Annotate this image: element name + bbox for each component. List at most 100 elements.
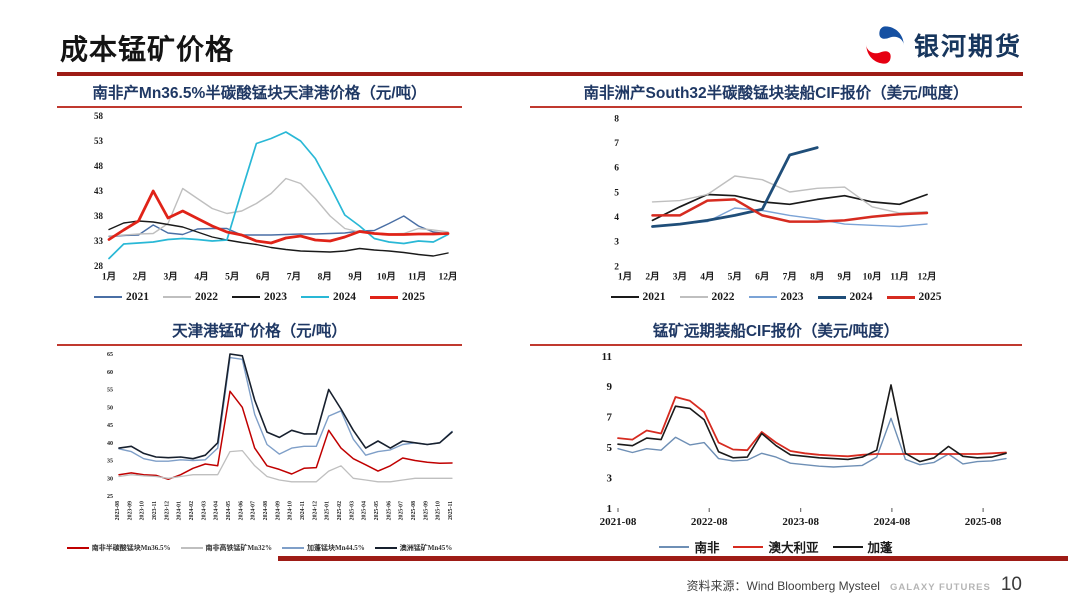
svg-text:3: 3 (607, 473, 613, 485)
chart-canvas-forward-cif: 1 3 5 7 9 11 2021-08 2022-08 2023-08 2024-08 2025-… (600, 351, 1007, 528)
svg-text:2024-11: 2024-11 (300, 501, 306, 520)
legend-label: 2024 (333, 291, 356, 303)
svg-text:3月: 3月 (163, 272, 177, 283)
legend-line-sample (180, 547, 203, 549)
svg-text:2023-08: 2023-08 (115, 501, 121, 520)
svg-text:2024-08: 2024-08 (874, 516, 911, 528)
legend-item: 2021 (94, 291, 149, 303)
chart-canvas-tianjin-mn365: 28 33 38 43 48 53 58 1月 2月 3月 4月 5月 6月 7月 8月 9月 10月 11月 12… (94, 111, 458, 283)
svg-text:4月: 4月 (700, 272, 714, 283)
svg-text:8: 8 (614, 114, 619, 124)
legend-line-sample (163, 296, 191, 298)
legend-item: 2022 (679, 291, 735, 303)
svg-text:12月: 12月 (438, 272, 457, 283)
bottom-accent-bar (278, 556, 1068, 561)
svg-text:2024-12: 2024-12 (312, 501, 318, 520)
svg-text:58: 58 (94, 111, 104, 121)
svg-text:45: 45 (107, 423, 113, 429)
svg-text:7: 7 (607, 412, 613, 424)
legend-item: 澳洲锰矿Mn45% (374, 543, 453, 553)
svg-text:2024-02: 2024-02 (189, 501, 195, 520)
legend-item: 2022 (163, 291, 218, 303)
legend-line-sample (748, 296, 777, 298)
svg-text:5: 5 (607, 442, 613, 454)
title-underline (530, 106, 1022, 108)
svg-text:2023-11: 2023-11 (152, 501, 158, 520)
chart-title: 天津港锰矿价格（元/吨） (172, 323, 347, 340)
svg-text:4: 4 (614, 213, 619, 223)
svg-text:2025-08: 2025-08 (965, 516, 1002, 528)
chart-canvas-south32-cif: 2 3 4 5 6 7 8 1月 2月 3月 4月 5月 6月 7月 8月 9月 10月 11月 12月 (614, 114, 936, 283)
svg-text:2: 2 (614, 262, 619, 272)
svg-text:7月: 7月 (287, 272, 301, 283)
svg-text:2023-08: 2023-08 (782, 516, 819, 528)
legend-item: 2023 (748, 291, 804, 303)
footer: 资料来源：Wind Bloomberg Mysteel GALAXY FUTUR… (687, 574, 1022, 596)
legend-item: 2024 (301, 291, 356, 303)
svg-text:3: 3 (614, 238, 619, 248)
svg-text:2024-03: 2024-03 (201, 501, 207, 520)
svg-text:2024-10: 2024-10 (288, 501, 294, 520)
svg-text:1月: 1月 (618, 272, 632, 283)
legend-line-sample (374, 547, 397, 549)
svg-text:2月: 2月 (133, 272, 147, 283)
svg-text:2023-10: 2023-10 (140, 501, 146, 520)
chart-panel-tianjin-ore-prices: 天津港锰矿价格（元/吨） 25 30 35 40 45 50 55 60 65 2023-08 20… (57, 322, 462, 556)
svg-text:60: 60 (107, 370, 113, 376)
page-number: 10 (1000, 574, 1022, 595)
legend-item: 南非 (659, 537, 719, 556)
svg-text:2024-07: 2024-07 (251, 501, 257, 520)
chart-panel-south32-cif: 南非洲产South32半碳酸锰块装船CIF报价（美元/吨度） 2 3 4 5 6 7 8 1月… (530, 84, 1022, 316)
legend-item: 2025 (370, 291, 425, 303)
svg-text:40: 40 (107, 441, 113, 447)
title-underline (57, 344, 462, 346)
legend-item: 南非半碳酸锰块Mn36.5% (66, 543, 171, 553)
legend-item: 2021 (610, 291, 666, 303)
legend-line-sample (370, 295, 398, 299)
legend-line-sample (679, 296, 708, 298)
title-underline (530, 344, 1022, 346)
svg-text:33: 33 (94, 236, 104, 246)
svg-text:28: 28 (94, 261, 104, 271)
svg-text:30: 30 (107, 476, 113, 482)
svg-text:1: 1 (607, 503, 613, 515)
svg-text:4月: 4月 (194, 272, 208, 283)
legend-item: 澳大利亚 (733, 537, 819, 556)
source-text: 资料来源：Wind Bloomberg Mysteel (686, 579, 880, 593)
brand-text: GALAXY FUTURES (889, 582, 991, 593)
svg-text:6月: 6月 (755, 272, 769, 283)
legend-item: 南非高铁锰矿Mn32% (180, 543, 272, 553)
legend-line-sample (659, 545, 690, 548)
legend-label: 2022 (711, 291, 735, 303)
legend-label: 2025 (402, 291, 425, 303)
legend-line-sample (66, 547, 89, 549)
legend-label: 2021 (126, 291, 149, 303)
svg-text:2024-06: 2024-06 (238, 501, 244, 520)
legend-label: 澳洲锰矿Mn45% (399, 544, 453, 552)
svg-text:9月: 9月 (837, 272, 851, 283)
svg-text:50: 50 (107, 405, 113, 411)
chart-canvas-tianjin-ore-prices: 25 30 35 40 45 50 55 60 65 2023-08 2023-09 2023-10 2… (107, 352, 454, 520)
legend-line-sample (232, 296, 260, 298)
legend-line-sample (301, 296, 329, 298)
legend-line-sample (886, 295, 915, 299)
svg-text:9月: 9月 (348, 272, 362, 283)
chart-title: 锰矿远期装船CIF报价（美元/吨度） (652, 323, 900, 340)
legend-line-sample (94, 296, 122, 298)
svg-text:2月: 2月 (645, 272, 659, 283)
legend-label: 2022 (195, 291, 218, 303)
svg-text:55: 55 (107, 388, 113, 394)
legend-label: 南非 (694, 541, 720, 555)
svg-text:3月: 3月 (673, 272, 687, 283)
chart-title: 南非产Mn36.5%半碳酸锰块天津港价格（元/吨） (92, 85, 427, 102)
svg-text:5月: 5月 (728, 272, 742, 283)
legend-label: 2025 (918, 291, 942, 303)
svg-text:6: 6 (614, 164, 619, 174)
chart-title: 南非洲产South32半碳酸锰块装船CIF报价（美元/吨度） (583, 85, 969, 102)
svg-text:7月: 7月 (783, 272, 797, 283)
chart-legend: 2021 2022 2023 2024 2025 (530, 291, 1022, 303)
svg-text:2025-09: 2025-09 (423, 501, 429, 520)
svg-text:2024-05: 2024-05 (226, 501, 232, 520)
svg-text:65: 65 (107, 352, 113, 358)
